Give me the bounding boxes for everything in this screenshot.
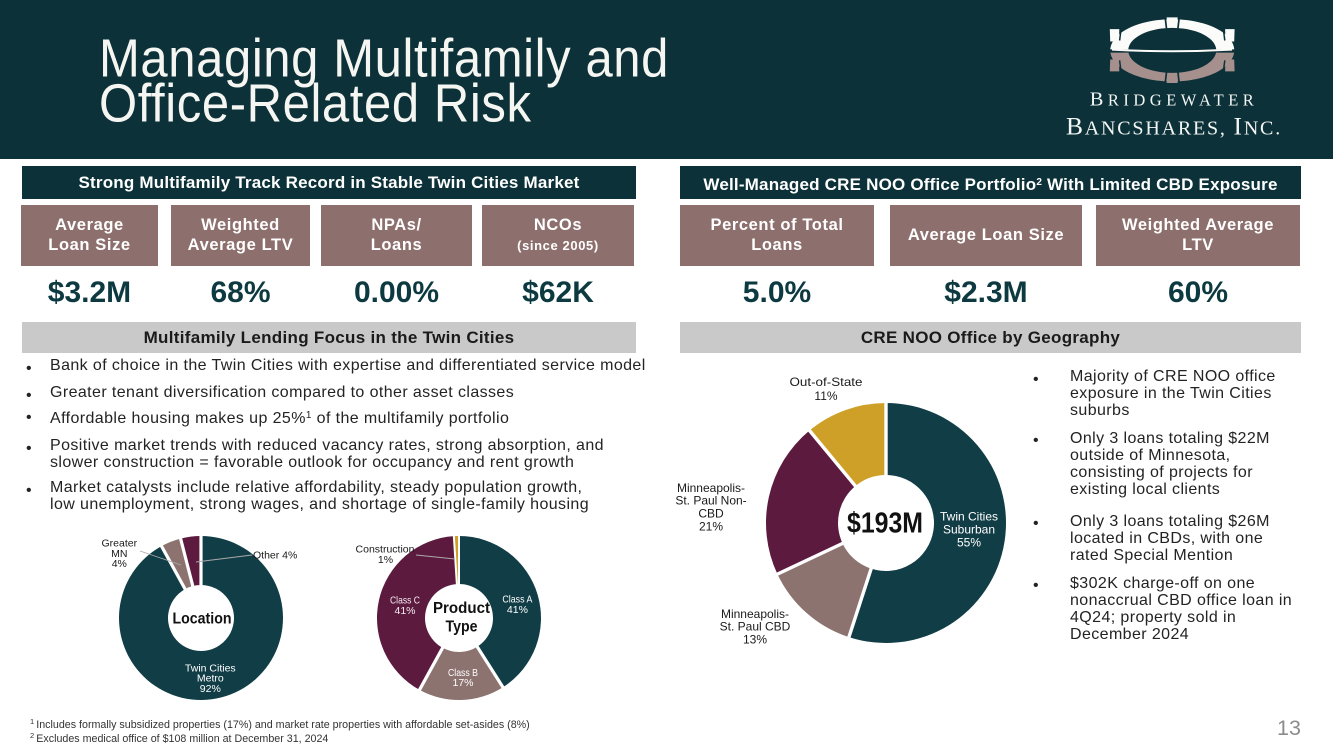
svg-text:Construction: Construction [356,544,415,556]
svg-text:$193M: $193M [847,508,923,540]
svg-text:MN: MN [111,548,127,560]
svg-text:Other 4%: Other 4% [253,550,297,562]
svg-text:St. Paul Non-: St. Paul Non- [675,494,746,508]
svg-text:55%: 55% [957,535,981,549]
svg-text:4%: 4% [112,558,127,570]
svg-text:Class B: Class B [448,667,478,679]
svg-text:Metro: Metro [197,673,224,685]
svg-text:Twin Cities: Twin Cities [185,662,236,674]
svg-text:41%: 41% [507,604,528,616]
svg-text:BANCSHARES, INC.: BANCSHARES, INC. [1066,112,1282,141]
svg-text:Twin Cities: Twin Cities [940,510,998,524]
svg-text:Class A: Class A [502,594,532,606]
svg-text:21%: 21% [699,519,723,533]
svg-text:Minneapolis-: Minneapolis- [721,607,789,621]
svg-text:92%: 92% [200,683,221,695]
svg-text:CBD: CBD [698,507,724,521]
svg-text:St. Paul CBD: St. Paul CBD [720,620,791,634]
svg-text:11%: 11% [814,389,837,403]
svg-text:Type: Type [446,619,478,636]
svg-text:Location: Location [173,611,232,628]
svg-text:Minneapolis-: Minneapolis- [677,481,745,495]
svg-text:17%: 17% [452,677,473,689]
svg-text:Greater: Greater [101,538,137,550]
svg-text:Suburban: Suburban [943,523,995,537]
svg-text:BRIDGEWATER: BRIDGEWATER [1090,89,1259,111]
svg-text:41%: 41% [394,605,415,617]
svg-text:Out-of-State: Out-of-State [790,375,863,389]
svg-text:13%: 13% [743,633,767,647]
svg-text:Class C: Class C [390,595,420,607]
svg-text:Product: Product [433,600,491,617]
svg-text:1%: 1% [378,554,393,566]
